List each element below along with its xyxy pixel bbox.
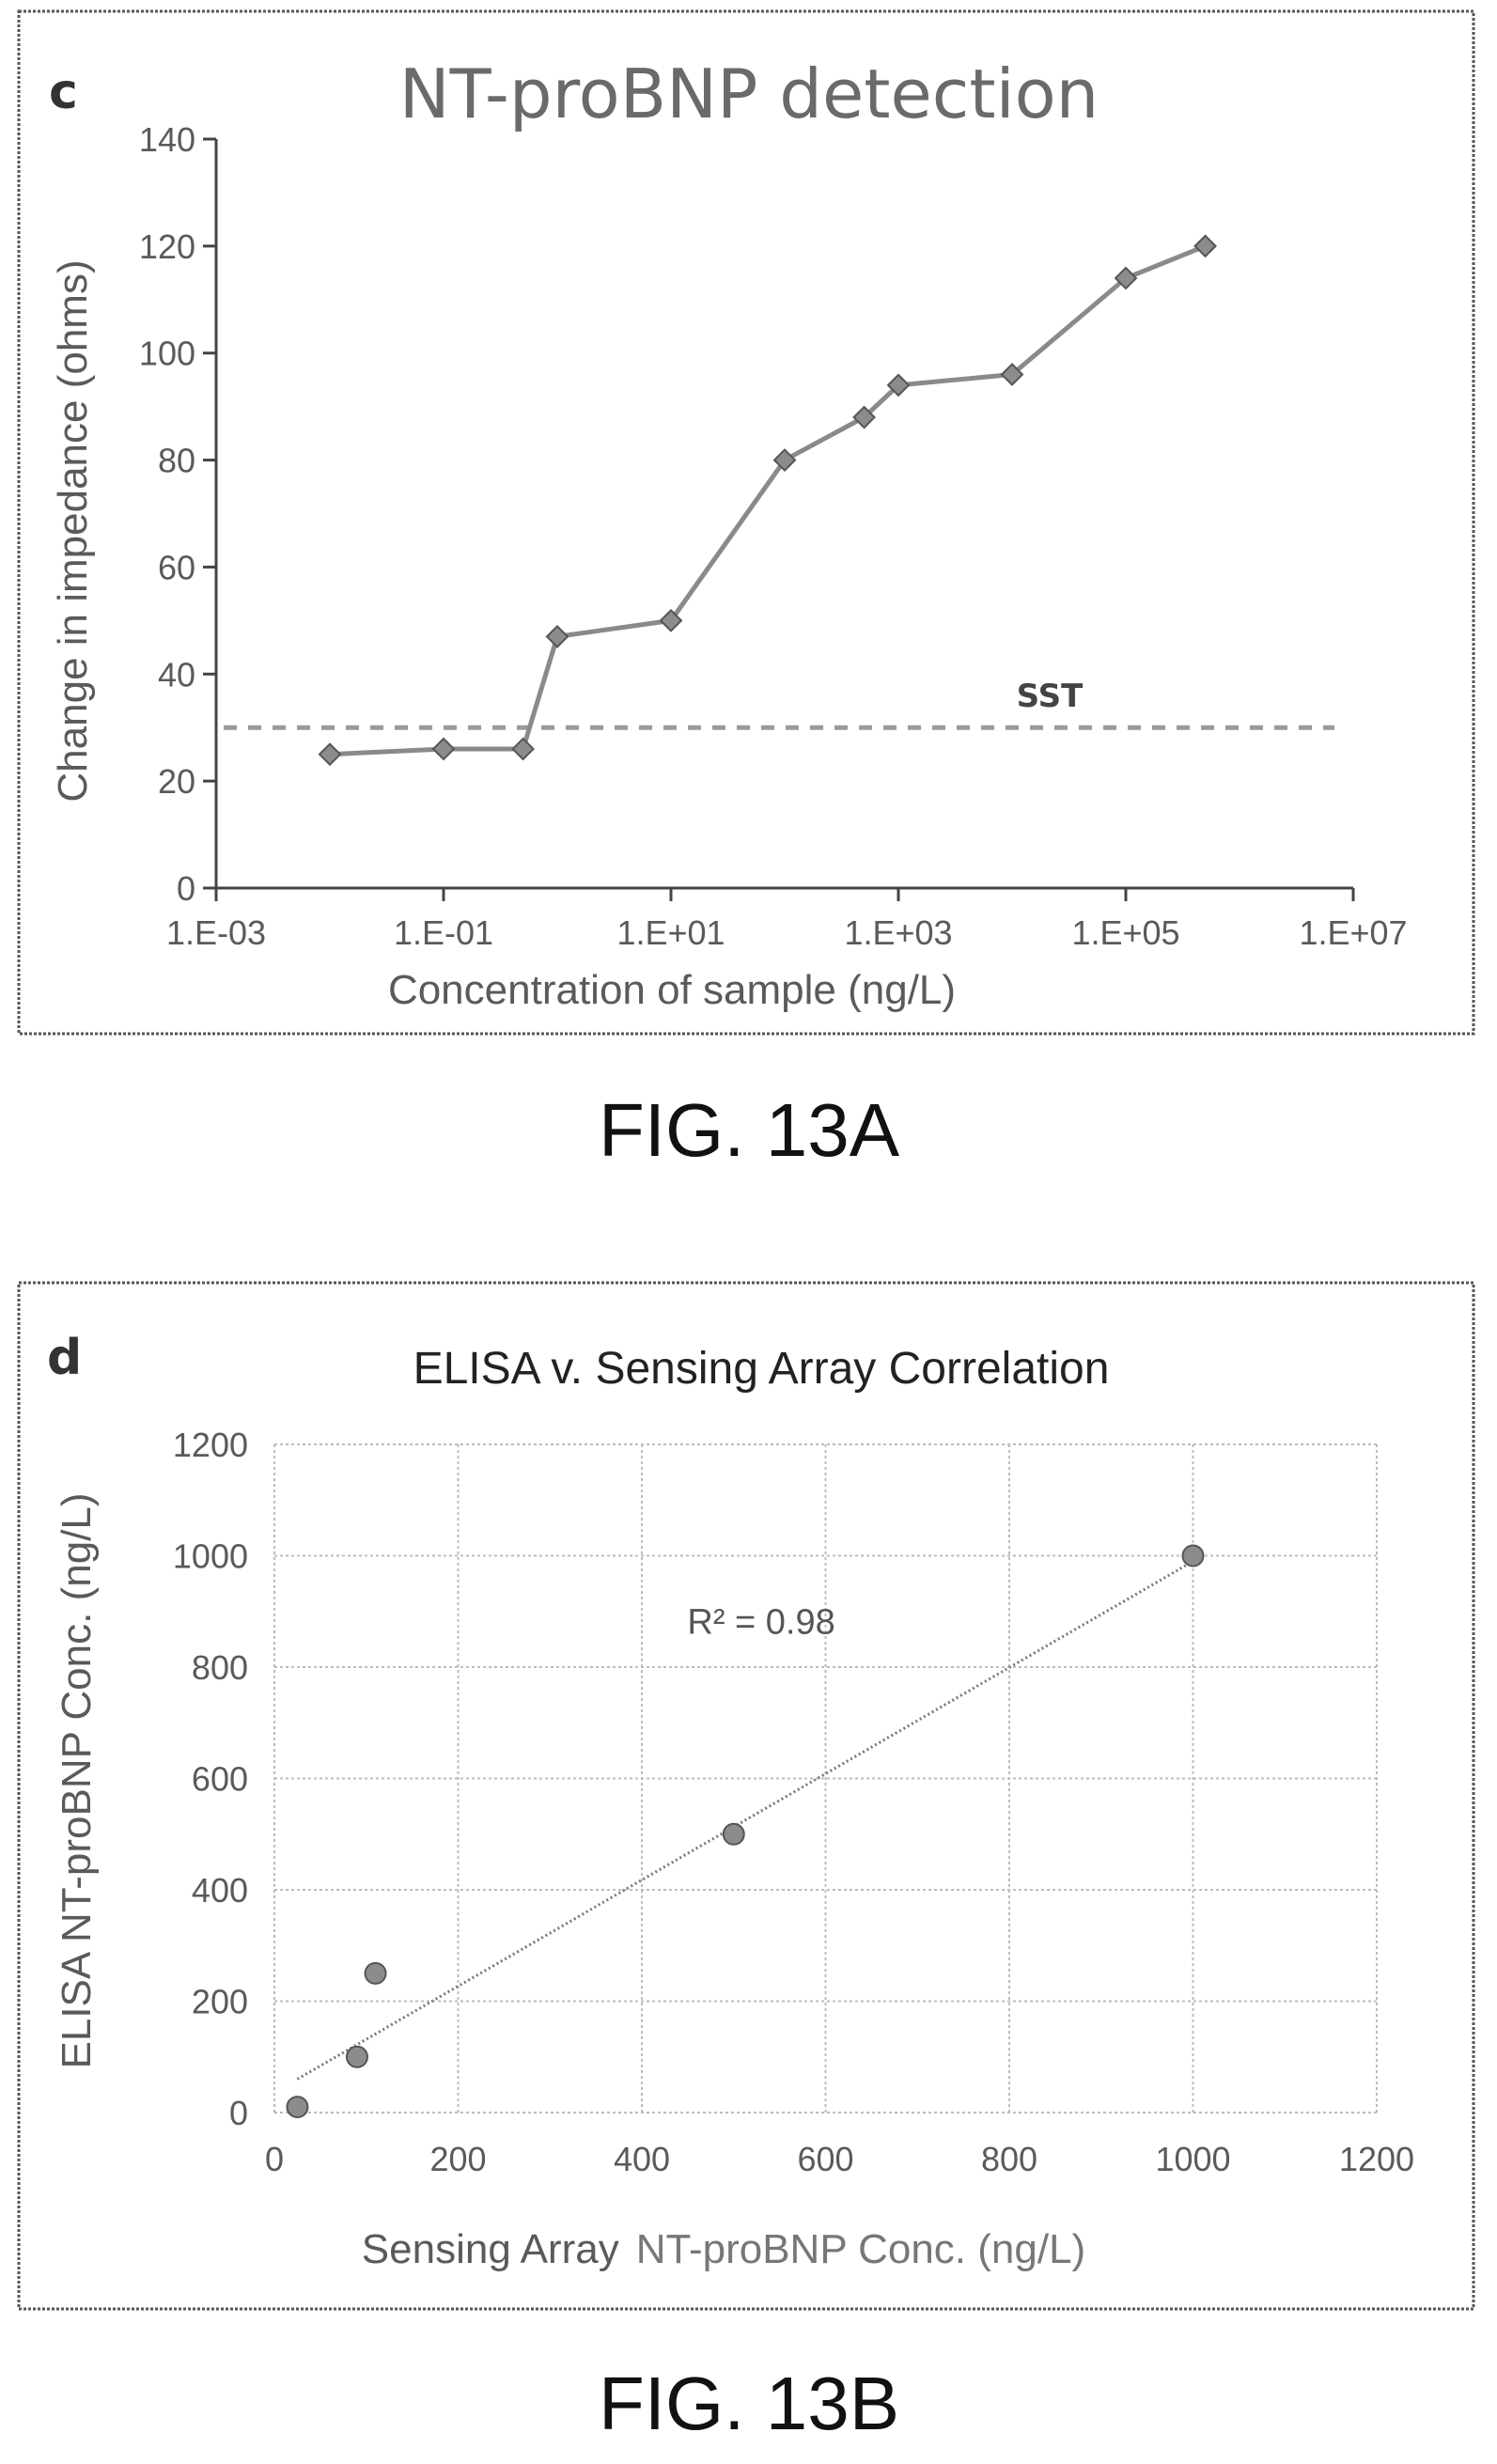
chart-b-data-point — [1181, 1544, 1205, 1567]
chart-b-y-tick-label: 200 — [192, 1983, 248, 2021]
chart-a-sst-label: SST — [1017, 678, 1084, 715]
chart-a-x-tick-label: 1.E+07 — [1299, 913, 1407, 952]
chart-b-data-point — [345, 2045, 368, 2068]
panel-b-letter: d — [47, 1330, 82, 1386]
chart-b-x-axis-label-suffix: NT-proBNP Conc. (ng/L) — [636, 2226, 1085, 2272]
chart-b-x-tick-label: 400 — [614, 2140, 670, 2178]
chart-b-axes: 0 200 400 600 800 1000 1200 0 200 400 600 800 1000 12… — [173, 1426, 1414, 2178]
chart-b-y-tick-label: 600 — [192, 1760, 248, 1799]
chart-b-data-point — [722, 1822, 745, 1846]
chart-a-data-point — [318, 742, 342, 767]
chart-b-data-point — [286, 2096, 309, 2119]
chart-b-x-tick-label: 0 — [265, 2140, 284, 2178]
chart-a-y-tick-label: 60 — [158, 548, 195, 586]
chart-b-y-tick-label: 800 — [192, 1648, 248, 1687]
chart-b-y-tick-label: 1200 — [173, 1426, 248, 1464]
chart-a-y-tick-label: 40 — [158, 655, 195, 694]
chart-b-r2-annotation: R² = 0.98 — [687, 1602, 834, 1642]
chart-b-x-tick-label: 200 — [429, 2140, 486, 2178]
chart-a-data-point — [511, 737, 535, 761]
chart-b-y-axis-label: ELISA NT-proBNP Conc. (ng/L) — [54, 1492, 100, 2068]
chart-a-y-tick-label: 20 — [158, 762, 195, 801]
chart-a-y-axis-label: Change in impedance (ohms) — [50, 259, 96, 802]
chart-panel-a: c NT-proBNP detection Change in impedanc… — [17, 9, 1475, 1036]
chart-a-y-tick-label: 80 — [158, 442, 195, 480]
chart-a-data-point — [1114, 266, 1138, 290]
chart-b-trendline — [296, 1560, 1194, 2081]
panel-a-border — [17, 9, 1475, 1036]
chart-b-series-layer — [286, 1544, 1205, 2119]
chart-b-x-tick-label: 800 — [981, 2140, 1037, 2178]
chart-b-title: ELISA v. Sensing Array Correlation — [413, 1344, 1110, 1394]
chart-a-data-point — [772, 448, 797, 472]
chart-a-data-point — [659, 608, 683, 632]
chart-a-y-tick-label: 100 — [139, 335, 195, 373]
chart-a-data-point — [1193, 234, 1217, 258]
figure-caption-b: FIG. 13B — [599, 2362, 899, 2445]
chart-a-y-tick-label: 120 — [139, 227, 195, 266]
chart-b-x-axis-label: Sensing Array NT-proBNP Conc. (ng/L) — [362, 2226, 1085, 2272]
chart-a-title: NT-proBNP detection — [399, 55, 1099, 133]
chart-a-data-point — [852, 405, 876, 429]
chart-b-x-tick-label: 600 — [797, 2140, 853, 2178]
chart-a-data-point — [545, 625, 569, 648]
chart-a-x-axis-label: Concentration of sample (ng/L) — [388, 967, 956, 1013]
chart-a-reference-layer: SST — [224, 678, 1334, 730]
chart-a-y-tick-label: 0 — [177, 869, 195, 908]
chart-b-x-axis-label-prefix: Sensing Array — [362, 2226, 619, 2272]
chart-a-y-tick-label: 140 — [139, 120, 195, 159]
chart-panel-b: d ELISA v. Sensing Array Correlation ELI… — [17, 1281, 1475, 2311]
figure-caption-a: FIG. 13A — [599, 1088, 900, 1172]
chart-a-x-tick-label: 1.E+05 — [1071, 913, 1179, 952]
chart-a-series-layer — [318, 234, 1217, 767]
chart-b-x-tick-label: 1000 — [1155, 2140, 1230, 2178]
chart-a-data-point — [886, 373, 911, 398]
panel-a-letter: c — [49, 64, 78, 120]
chart-a-data-point — [431, 737, 456, 761]
chart-b-x-tick-label: 1200 — [1339, 2140, 1414, 2178]
chart-b-y-tick-label: 400 — [192, 1871, 248, 1910]
chart-a-axes: 0 20 40 60 80 100 120 140 1.E-03 1.E-01 1.E+01 1.E+… — [139, 120, 1408, 952]
chart-b-y-tick-label: 0 — [229, 2094, 248, 2132]
chart-a-x-tick-label: 1.E+03 — [844, 913, 952, 952]
chart-a-x-tick-label: 1.E-01 — [394, 913, 493, 952]
chart-a-x-tick-label: 1.E+01 — [616, 913, 725, 952]
chart-a-data-point — [1000, 363, 1024, 386]
chart-b-data-point — [364, 1961, 387, 1985]
chart-b-y-tick-label: 1000 — [173, 1537, 248, 1576]
chart-a-x-tick-label: 1.E-03 — [166, 913, 266, 952]
